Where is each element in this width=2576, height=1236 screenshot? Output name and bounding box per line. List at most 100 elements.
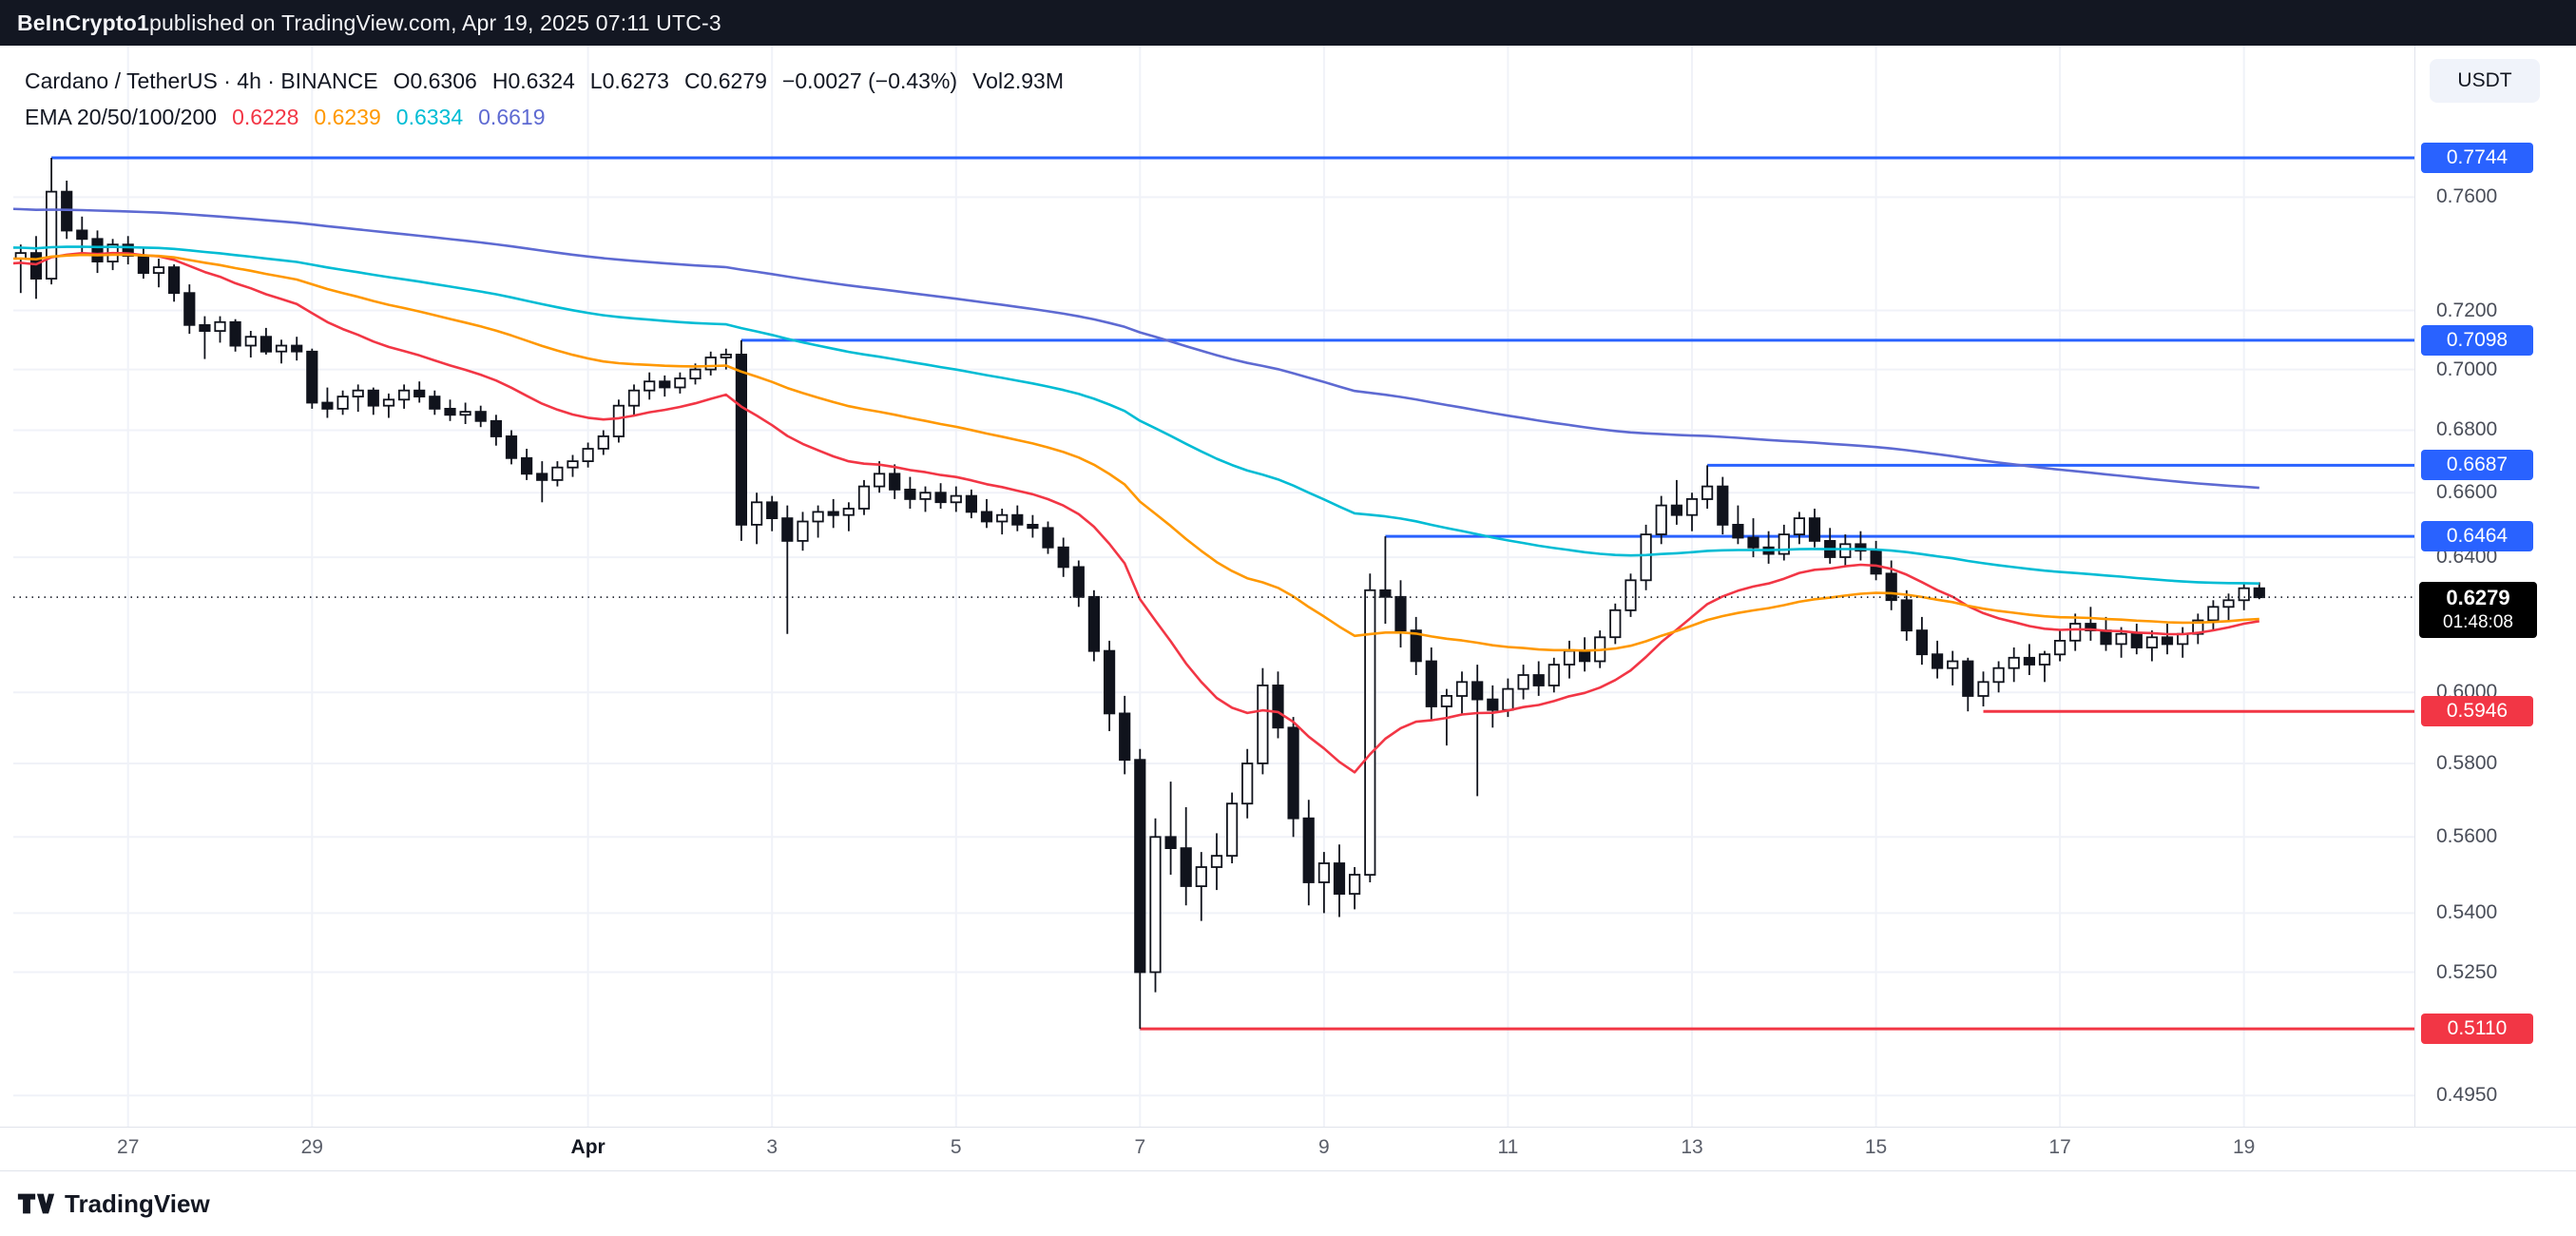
candle-up [996,513,1009,523]
candle-up [1440,695,1452,707]
ema-layer [13,207,2260,774]
level-price-badge: 0.5946 [2421,696,2533,727]
candle-up [1349,874,1361,896]
time-tick-label: 29 [300,1136,323,1158]
candle-up [1548,664,1560,686]
candle-up [874,473,886,488]
top-bar: BeInCrypto1 published on TradingView.com… [0,0,2576,46]
candle-up [2115,632,2127,646]
ohlc-close: C0.6279 [683,68,767,93]
candle-down [1579,649,1591,663]
candle-down [1670,504,1682,516]
time-axis[interactable]: 27 29 Apr 3 5 7 9 11 13 15 17 19 [0,1127,2576,1170]
candle-up [1977,681,1990,697]
candle-down [781,517,794,542]
candle-down [536,473,548,481]
candle-up [627,389,641,407]
level-price-badge: 0.7744 [2421,143,2533,173]
candle-down [1532,674,1545,686]
price-tick-label: 0.6600 [2436,481,2498,504]
candle-down [1087,595,1100,652]
time-tick-label: 11 [1497,1136,1519,1158]
candle-down [889,473,901,491]
candle-down [1885,572,1897,602]
price-tick-label: 0.7200 [2436,299,2498,321]
candle-down [1104,649,1116,715]
price-tick-label: 0.5400 [2436,901,2498,924]
candle-up [1317,862,1330,883]
candle-up [1517,674,1529,690]
candle-up [1195,866,1207,888]
ema-20-value: 0.6228 [232,105,299,129]
time-tick-label: 5 [950,1136,962,1158]
candle-up [1685,498,1699,516]
candle-down [505,435,518,459]
ema-50-line [13,253,2259,652]
candle-down [1717,485,1729,526]
candle-down [1870,550,1882,575]
candle-up [1241,763,1254,805]
bar-countdown: 01:48:08 [2443,612,2513,633]
candle-up [2145,636,2158,648]
candle-down [934,492,947,504]
currency-button[interactable]: USDT [2430,59,2540,103]
time-tick-label: Apr [570,1136,606,1158]
candle-down [1394,595,1407,632]
candle-down [29,252,43,280]
candle-down [659,380,671,389]
price-tick-label: 0.5600 [2436,825,2498,848]
candle-up [2069,623,2082,642]
candle-up [919,492,932,500]
candle-up [842,508,855,516]
candle-up [1839,543,1852,558]
candle-down [2130,632,2143,648]
ema-label: EMA 20/50/100/200 [25,105,218,129]
time-tick-label: 19 [2232,1136,2256,1158]
candle-up [1210,855,1223,868]
candle-down [735,353,748,526]
price-axis[interactable]: 0.6279 01:48:08 0.7600 0.7200 0.7000 0.6800… [2414,46,2576,1127]
candle-down [444,407,456,416]
candle-up [1992,666,2005,684]
candle-down [291,344,303,353]
candle-down [1272,685,1284,729]
candle-up [644,380,656,392]
level-price-badge: 0.5110 [2421,1014,2533,1045]
candle-down [306,350,318,404]
candle-down [904,489,916,500]
ema-100-line [13,245,2259,585]
time-tick-label: 27 [117,1136,140,1158]
candle-down [474,411,487,422]
candle-down [91,238,104,263]
ema-200-line [13,207,2259,490]
candle-up [336,396,349,410]
candle-up [582,448,594,463]
price-tick-label: 0.6800 [2436,418,2498,441]
publish-info: published on TradingView.com, Apr 19, 20… [148,10,721,35]
time-tick-label: 7 [1134,1136,1146,1158]
candle-up [2207,606,2220,622]
candle-up [1149,836,1162,974]
symbol-title[interactable]: Cardano / TetherUS · 4h · BINANCE [25,68,378,93]
tradingview-logo[interactable] [17,1190,55,1217]
candle-down [1379,589,1392,598]
candle-up [1701,485,1714,500]
candle-down [1119,712,1131,762]
candle-down [1808,517,1821,542]
time-tick-label: 3 [766,1136,779,1158]
candle-down [965,494,978,513]
chart-legend: Cardano / TetherUS · 4h · BINANCE O0.630… [25,67,1064,131]
brand-wordmark[interactable]: TradingView [65,1188,210,1218]
candle-up [382,398,395,407]
price-tick-label: 0.7000 [2436,357,2498,380]
candle-down [2253,587,2265,599]
candle-up [1563,649,1576,666]
publisher-handle: BeInCrypto1 [17,10,149,35]
ema-50-value: 0.6239 [314,105,381,129]
candle-down [260,336,273,353]
candle-down [1011,513,1024,526]
candle-up [950,494,962,504]
candle-up [1502,687,1514,711]
